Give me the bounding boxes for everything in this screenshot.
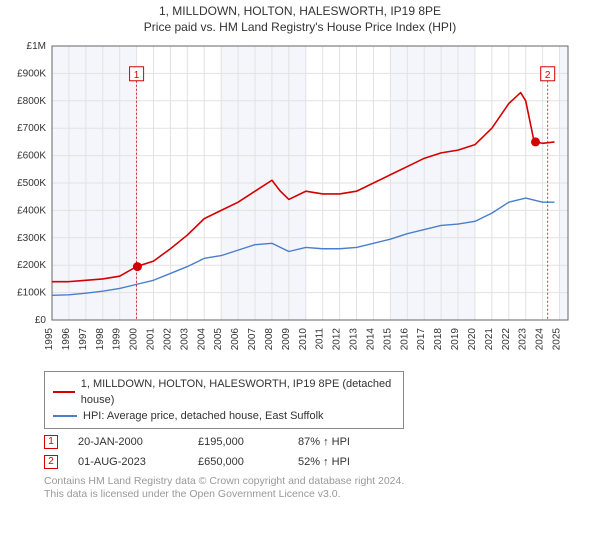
svg-text:£900K: £900K	[17, 68, 46, 79]
svg-text:2009: 2009	[281, 328, 292, 351]
svg-text:2023: 2023	[518, 328, 529, 351]
legend-row-property: 1, MILLDOWN, HOLTON, HALESWORTH, IP19 8P…	[53, 376, 395, 408]
footer-note: Contains HM Land Registry data © Crown c…	[44, 475, 590, 501]
legend-swatch-property	[53, 391, 75, 393]
svg-text:2025: 2025	[552, 328, 563, 351]
svg-text:2015: 2015	[382, 328, 393, 351]
transaction-rows: 1 20-JAN-2000 £195,000 87% ↑ HPI 2 01-AUG-202…	[44, 435, 590, 469]
transaction-row: 1 20-JAN-2000 £195,000 87% ↑ HPI	[44, 435, 590, 449]
legend: 1, MILLDOWN, HOLTON, HALESWORTH, IP19 8P…	[44, 371, 404, 429]
svg-text:2012: 2012	[332, 328, 343, 351]
svg-text:£200K: £200K	[17, 260, 46, 271]
footer-line-2: This data is licensed under the Open Gov…	[44, 488, 590, 501]
legend-row-hpi: HPI: Average price, detached house, East…	[53, 408, 395, 424]
svg-text:2022: 2022	[501, 328, 512, 351]
title-main: 1, MILLDOWN, HOLTON, HALESWORTH, IP19 8P…	[10, 4, 590, 18]
svg-text:£800K: £800K	[17, 96, 46, 107]
transaction-pct: 87% ↑ HPI	[298, 436, 378, 448]
title-block: 1, MILLDOWN, HOLTON, HALESWORTH, IP19 8P…	[10, 4, 590, 34]
svg-text:2005: 2005	[213, 328, 224, 351]
svg-text:2021: 2021	[484, 328, 495, 351]
legend-label-property: 1, MILLDOWN, HOLTON, HALESWORTH, IP19 8P…	[81, 376, 395, 408]
svg-text:2006: 2006	[230, 328, 241, 351]
svg-text:1995: 1995	[44, 328, 55, 351]
svg-text:£0: £0	[35, 315, 47, 326]
svg-text:2019: 2019	[450, 328, 461, 351]
svg-text:£300K: £300K	[17, 233, 46, 244]
chart-svg: £0 £100K £200K £300K £400K £500K £600K £700K £80…	[10, 40, 570, 360]
svg-text:1998: 1998	[95, 328, 106, 351]
footer-line-1: Contains HM Land Registry data © Crown c…	[44, 475, 590, 488]
svg-text:2016: 2016	[399, 328, 410, 351]
transaction-price: £195,000	[198, 436, 278, 448]
svg-text:1999: 1999	[112, 328, 123, 351]
title-sub: Price paid vs. HM Land Registry's House …	[10, 20, 590, 34]
svg-text:2008: 2008	[264, 328, 275, 351]
svg-text:2011: 2011	[315, 328, 326, 350]
chart: £0 £100K £200K £300K £400K £500K £600K £700K £80…	[10, 40, 590, 363]
svg-text:2002: 2002	[162, 328, 173, 351]
transaction-row: 2 01-AUG-2023 £650,000 52% ↑ HPI	[44, 455, 590, 469]
svg-text:£700K: £700K	[17, 123, 46, 134]
svg-text:£500K: £500K	[17, 178, 46, 189]
svg-text:2024: 2024	[535, 328, 546, 351]
transaction-pct: 52% ↑ HPI	[298, 456, 378, 468]
svg-text:1997: 1997	[78, 328, 89, 351]
marker-box: 1	[44, 435, 58, 449]
svg-text:1: 1	[134, 70, 140, 81]
legend-swatch-hpi	[53, 415, 77, 417]
svg-text:2003: 2003	[179, 328, 190, 351]
svg-text:1996: 1996	[61, 328, 72, 351]
svg-text:2007: 2007	[247, 328, 258, 351]
svg-text:£1M: £1M	[27, 41, 46, 52]
svg-text:£400K: £400K	[17, 205, 46, 216]
transaction-price: £650,000	[198, 456, 278, 468]
transaction-date: 20-JAN-2000	[78, 436, 178, 448]
svg-text:£100K: £100K	[17, 288, 46, 299]
svg-text:£600K: £600K	[17, 151, 46, 162]
svg-text:2: 2	[545, 70, 551, 81]
svg-text:2000: 2000	[129, 328, 140, 351]
svg-text:2018: 2018	[433, 328, 444, 351]
svg-text:2010: 2010	[298, 328, 309, 351]
svg-text:2013: 2013	[349, 328, 360, 351]
svg-text:2017: 2017	[416, 328, 427, 351]
svg-text:2001: 2001	[146, 328, 157, 351]
svg-text:2014: 2014	[365, 328, 376, 351]
transaction-date: 01-AUG-2023	[78, 456, 178, 468]
legend-label-hpi: HPI: Average price, detached house, East…	[83, 408, 324, 424]
svg-text:2004: 2004	[196, 328, 207, 351]
svg-text:2020: 2020	[467, 328, 478, 351]
marker-box: 2	[44, 455, 58, 469]
